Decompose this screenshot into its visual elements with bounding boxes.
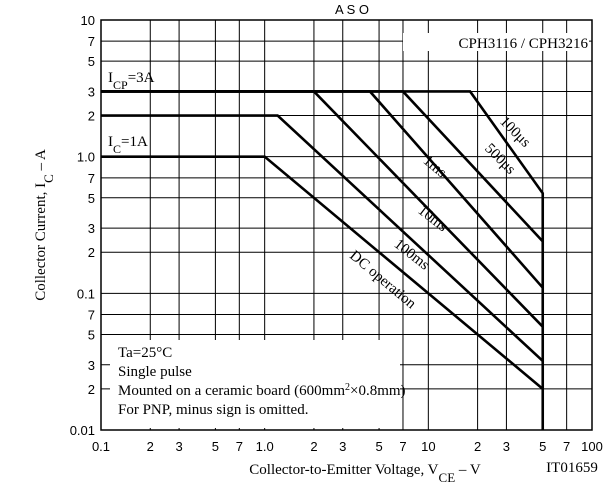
x-axis-label-part: – V xyxy=(455,462,481,478)
limit-label-part: =3A xyxy=(128,70,155,86)
limit-label-part: CP xyxy=(113,78,128,92)
limit-label-part: I xyxy=(108,134,113,150)
y-tick-label: 5 xyxy=(88,191,95,206)
limit-label-part: =1A xyxy=(121,134,148,150)
y-tick-label: 1.0 xyxy=(77,150,95,165)
x-tick-label: 5 xyxy=(212,439,219,454)
y-tick-label: 5 xyxy=(88,54,95,69)
part-number: CPH3116 / CPH3216 xyxy=(459,36,589,52)
curve xyxy=(101,114,544,362)
y-tick-label: 5 xyxy=(88,327,95,342)
y-axis-label-part: C xyxy=(41,174,56,183)
note-part: Ta=25°C xyxy=(118,345,172,361)
x-tick-label: 5 xyxy=(539,439,546,454)
y-tick-label: 7 xyxy=(88,171,95,186)
y-tick-label: 0.1 xyxy=(77,286,95,301)
y-tick-label: 7 xyxy=(88,34,95,49)
y-tick-label: 0.01 xyxy=(70,423,95,438)
note-part: Mounted on a ceramic board (600mm xyxy=(118,383,345,399)
y-axis-label-part: – A xyxy=(33,149,49,174)
y-tick-label: 2 xyxy=(88,109,95,124)
y-tick-label: 2 xyxy=(88,245,95,260)
y-tick-label: 10 xyxy=(81,13,95,28)
chart-title: A S O xyxy=(335,2,369,17)
y-tick-label: 3 xyxy=(88,221,95,236)
x-tick-label: 2 xyxy=(147,439,154,454)
x-tick-label: 0.1 xyxy=(92,439,110,454)
y-axis-label: Collector Current, IC – A xyxy=(33,149,56,301)
part-background xyxy=(403,33,589,51)
limit-label-part: I xyxy=(108,70,113,86)
note-part: For PNP, minus sign is omitted. xyxy=(118,402,308,418)
x-axis-label: Collector-to-Emitter Voltage, VCE – V xyxy=(249,462,481,485)
x-tick-label: 7 xyxy=(563,439,570,454)
x-tick-label: 7 xyxy=(399,439,406,454)
x-tick-label: 3 xyxy=(503,439,510,454)
y-tick-label: 2 xyxy=(88,382,95,397)
note: Ta=25°C xyxy=(118,345,172,361)
x-tick-label: 5 xyxy=(375,439,382,454)
y-tick-label: 3 xyxy=(88,358,95,373)
curve xyxy=(101,90,544,328)
note-part: ×0.8mm) xyxy=(350,383,406,399)
curve xyxy=(101,155,544,390)
x-tick-label: 100 xyxy=(581,439,603,454)
plot-frame xyxy=(100,19,593,431)
notes-background xyxy=(110,340,400,428)
x-axis-label-part: Collector-to-Emitter Voltage, V xyxy=(249,462,438,478)
note: Mounted on a ceramic board (600mm2×0.8mm… xyxy=(118,382,406,400)
x-tick-label: 10 xyxy=(421,439,435,454)
x-tick-label: 3 xyxy=(339,439,346,454)
limit-label: IC=1A xyxy=(108,134,148,156)
note-part: 2 xyxy=(345,382,350,393)
y-tick-label: 7 xyxy=(88,308,95,323)
y-axis-label-part: Collector Current, I xyxy=(33,183,49,301)
figure-code: IT01659 xyxy=(546,460,598,476)
note: Single pulse xyxy=(118,364,192,380)
x-axis-label-part: CE xyxy=(439,470,456,485)
limit-label: ICP=3A xyxy=(108,70,155,92)
x-tick-label: 7 xyxy=(236,439,243,454)
x-tick-label: 1.0 xyxy=(256,439,274,454)
y-tick-label: 3 xyxy=(88,84,95,99)
x-tick-label: 3 xyxy=(175,439,182,454)
note-part: Single pulse xyxy=(118,364,192,380)
x-tick-label: 2 xyxy=(310,439,317,454)
limit-label-part: C xyxy=(113,142,121,156)
note: For PNP, minus sign is omitted. xyxy=(118,402,308,418)
x-tick-label: 2 xyxy=(474,439,481,454)
